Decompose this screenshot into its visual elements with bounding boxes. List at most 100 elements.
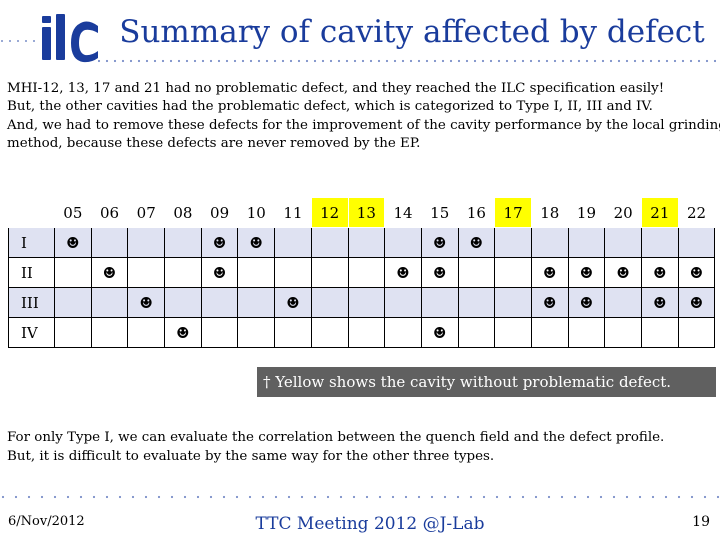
rule-dot [393, 59, 397, 63]
empty-cell [164, 287, 202, 318]
table-corner [8, 197, 55, 228]
cavity-header: 14 [384, 197, 422, 228]
defect-marker: ☻ [641, 257, 679, 288]
defect-marker: ☻ [200, 257, 239, 288]
rule-dot [241, 59, 245, 63]
rule-dot [625, 59, 629, 63]
rule-dot [609, 59, 613, 63]
rule-dot [369, 59, 373, 63]
rule-dot [391, 495, 395, 499]
rule-dot [27, 495, 31, 499]
rule-dot [469, 495, 473, 499]
rule-dot [235, 495, 239, 499]
rule-dot [248, 495, 252, 499]
rule-dot [265, 59, 269, 63]
rule-dot [313, 59, 317, 63]
empty-cell [164, 227, 202, 258]
cavity-header: 20 [604, 197, 642, 228]
ilc-logo [42, 14, 98, 63]
rule-dot [586, 495, 590, 499]
rule-dot [289, 59, 293, 63]
empty-cell [604, 227, 642, 258]
rule-dot [257, 59, 261, 63]
defect-marker: ☻ [237, 227, 276, 258]
outro-line: For only Type I, we can evaluate the cor… [7, 430, 665, 445]
empty-cell [90, 227, 129, 258]
rule-dot [287, 495, 291, 499]
empty-cell [457, 317, 496, 348]
defect-marker: ☻ [420, 317, 459, 348]
defect-type-row: I ☻ ☻ ☻ ☻ ☻ [8, 227, 716, 258]
cavity-header: 08 [164, 197, 202, 228]
rule-dot [521, 59, 525, 63]
defect-marker: ☻ [54, 227, 92, 258]
empty-cell [641, 227, 679, 258]
footer-date: 6/Nov/2012 [8, 514, 85, 529]
rule-dot [703, 495, 707, 499]
rule-dot [313, 495, 317, 499]
defect-type-label: II [8, 257, 55, 288]
empty-cell [457, 257, 496, 288]
rule-dot [329, 59, 333, 63]
rule-dot [482, 495, 486, 499]
empty-cell [347, 257, 386, 288]
empty-cell [310, 257, 349, 288]
cavity-header: 06 [90, 197, 129, 228]
empty-cell [384, 227, 422, 258]
rule-dot [209, 59, 213, 63]
empty-cell [200, 287, 239, 318]
rule-dot [153, 59, 157, 63]
rule-dot [273, 59, 277, 63]
empty-cell [567, 317, 606, 348]
rule-dot [193, 59, 197, 63]
rule-dot [105, 495, 109, 499]
intro-line: But, the other cavities had the problema… [7, 99, 653, 115]
rule-dot [573, 495, 577, 499]
empty-cell [274, 257, 312, 288]
rule-dot [681, 59, 685, 63]
empty-cell [494, 317, 532, 348]
page-number: 19 [692, 514, 710, 530]
rule-dot [473, 59, 477, 63]
empty-cell [237, 287, 276, 318]
empty-cell [200, 317, 239, 348]
empty-cell [347, 227, 386, 258]
rule-dot [508, 495, 512, 499]
rule-dot [385, 59, 389, 63]
empty-cell [347, 317, 386, 348]
rule-dot [300, 495, 304, 499]
empty-cell [530, 227, 569, 258]
rule-dot [281, 59, 285, 63]
defect-marker: ☻ [567, 287, 606, 318]
defect-marker: ☻ [457, 227, 496, 258]
defect-marker: ☻ [641, 287, 679, 318]
rule-dot [673, 59, 677, 63]
rule-dot [177, 59, 181, 63]
rule-dot [625, 495, 629, 499]
empty-cell [54, 257, 92, 288]
rule-dot [537, 59, 541, 63]
cavity-header: 13 [347, 197, 386, 228]
rule-dot [209, 495, 213, 499]
intro-line: method, because these defects are never … [7, 136, 421, 152]
empty-cell [274, 227, 312, 258]
intro-paragraph: MHI-12, 13, 17 and 21 had no problematic… [7, 80, 720, 154]
rule-dot [321, 59, 325, 63]
rule-dot [326, 495, 330, 499]
rule-dot [97, 59, 101, 63]
defect-marker: ☻ [677, 287, 716, 318]
rule-dot [121, 59, 125, 63]
rule-dot [361, 59, 365, 63]
empty-cell [420, 287, 459, 318]
empty-cell [604, 287, 642, 318]
rule-dot [1, 495, 5, 499]
empty-cell [54, 317, 92, 348]
rule-dot [664, 495, 668, 499]
rule-dot [365, 495, 369, 499]
rule-dot [129, 59, 133, 63]
empty-cell [530, 317, 569, 348]
defect-marker: ☻ [604, 257, 642, 288]
rule-dot [404, 495, 408, 499]
defect-marker: ☻ [127, 287, 166, 318]
